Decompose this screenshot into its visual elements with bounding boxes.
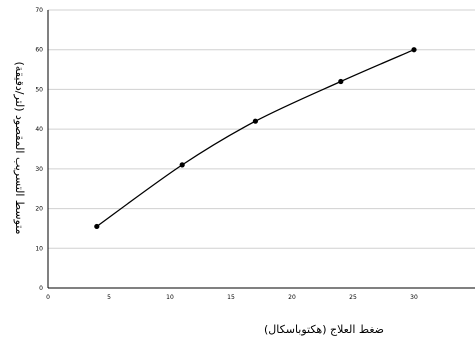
y-tick-labels: 0 10 20 30 40 50 60 70 (35, 7, 43, 292)
y-axis-title: متوسط التسريب المقصود (لتر/دقيقة) (13, 62, 26, 235)
y-tick-label: 50 (35, 86, 43, 93)
x-tick-labels: 0 5 10 15 20 25 30 (46, 294, 418, 301)
y-tick-label: 30 (35, 166, 43, 173)
data-point (94, 223, 100, 230)
x-tick-label: 20 (288, 294, 296, 301)
x-tick-label: 10 (166, 294, 174, 301)
y-tick-label: 60 (35, 47, 43, 54)
x-tick-label: 25 (349, 294, 357, 301)
y-tick-label: 10 (35, 245, 43, 252)
x-tick-label: 0 (46, 294, 50, 301)
data-point (252, 118, 258, 124)
x-tick-label: 5 (107, 294, 111, 301)
y-tick-label: 40 (35, 126, 43, 133)
grid-lines (48, 9, 475, 249)
x-tick-label: 30 (410, 294, 418, 301)
data-point (179, 162, 185, 168)
x-tick-label: 15 (227, 294, 235, 301)
y-tick-label: 20 (35, 206, 43, 213)
data-point (411, 47, 417, 53)
y-tick-label: 0 (39, 285, 43, 292)
x-axis-title: ضغط العلاج (هكتوباسكال) (264, 323, 384, 336)
axes (47, 10, 475, 289)
data-points (94, 47, 417, 230)
data-point (338, 78, 344, 85)
y-tick-label: 70 (35, 7, 43, 14)
series-line (96, 49, 415, 227)
